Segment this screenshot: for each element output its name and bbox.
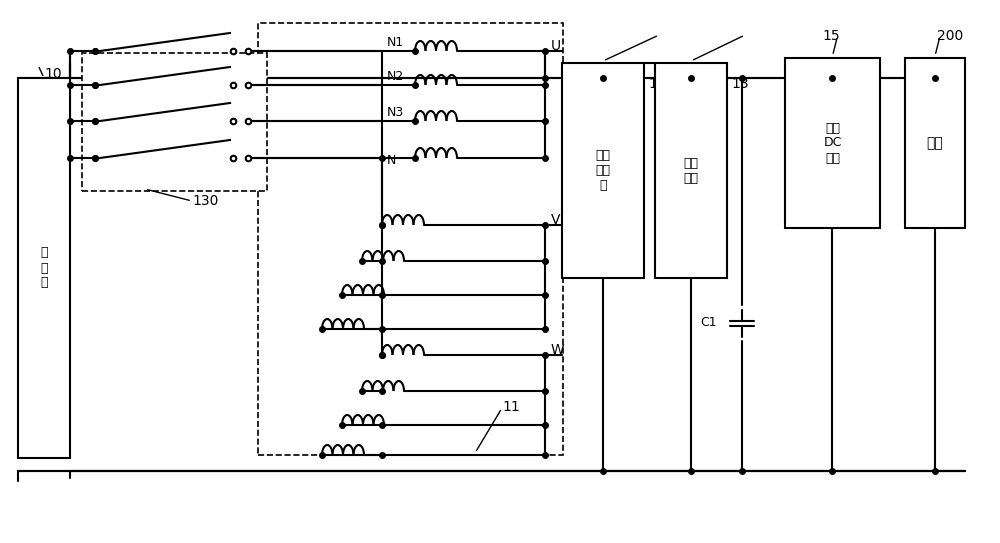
FancyBboxPatch shape bbox=[82, 53, 267, 191]
Text: 双向
桥臂: 双向 桥臂 bbox=[684, 156, 698, 185]
Text: N2: N2 bbox=[387, 70, 404, 83]
Text: 桥臂
变换
器: 桥臂 变换 器 bbox=[596, 149, 610, 192]
Text: 10: 10 bbox=[44, 67, 62, 81]
Text: N1: N1 bbox=[387, 36, 404, 49]
Text: 130: 130 bbox=[192, 194, 218, 208]
Text: V: V bbox=[551, 213, 560, 227]
Text: 电池: 电池 bbox=[927, 136, 943, 150]
Text: U: U bbox=[551, 39, 561, 53]
Text: W: W bbox=[551, 343, 565, 357]
Bar bbox=[785, 58, 880, 228]
Text: N3: N3 bbox=[387, 106, 404, 119]
Bar bbox=[18, 78, 70, 458]
Text: 11: 11 bbox=[502, 400, 520, 414]
Text: 15: 15 bbox=[822, 29, 840, 43]
Text: 200: 200 bbox=[937, 29, 963, 43]
Text: 充
电
口: 充 电 口 bbox=[40, 247, 48, 289]
Text: C1: C1 bbox=[700, 317, 717, 330]
Text: 12: 12 bbox=[648, 77, 666, 91]
Text: N: N bbox=[387, 154, 396, 167]
FancyBboxPatch shape bbox=[258, 23, 563, 455]
Text: 双向
DC
模块: 双向 DC 模块 bbox=[823, 122, 842, 165]
Bar bbox=[905, 58, 965, 228]
Bar bbox=[562, 63, 644, 278]
Text: 13: 13 bbox=[731, 77, 749, 91]
Bar bbox=[655, 63, 727, 278]
